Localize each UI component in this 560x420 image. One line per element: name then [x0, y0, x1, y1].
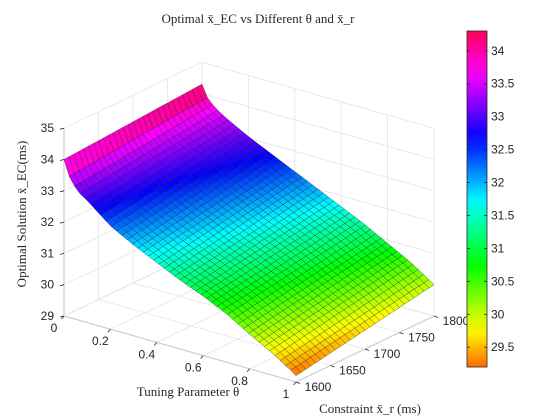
x-axis-ticks: 0 0.2 0.4 0.6 0.8 1 [51, 315, 297, 401]
y-tick-mark [330, 365, 335, 368]
y-tick-label: 1600 [305, 380, 332, 394]
x-tick-label: 1 [283, 387, 290, 401]
x-tick-mark [293, 381, 297, 386]
grid-line [63, 61, 435, 129]
surface-mesh [63, 83, 435, 376]
z-axis-label: Optimal Solution x̄_EC(ms) [14, 141, 29, 288]
x-axis-label: Tuning Parameter θ [137, 384, 240, 399]
y-tick-mark [399, 332, 404, 335]
y-tick-label: 1650 [339, 364, 366, 378]
x-tick-label: 0.8 [231, 374, 248, 388]
x-tick-label: 0.2 [92, 334, 109, 348]
z-tick-label: 34 [41, 153, 55, 167]
colorbar-tick-label: 30.5 [491, 274, 515, 288]
colorbar-tick-label: 32 [491, 176, 505, 190]
z-tick-label: 33 [41, 184, 55, 198]
y-tick-label: 1700 [374, 347, 401, 361]
y-tick-label: 1750 [408, 331, 435, 345]
colorbar-tick-label: 33 [491, 110, 505, 124]
x-tick-label: 0.6 [185, 361, 202, 375]
colorbar-scale [466, 30, 488, 368]
colorbar-tick-label: 31.5 [491, 208, 515, 222]
z-axis-ticks: 29 30 31 32 33 34 35 [41, 121, 65, 323]
z-tick-mark [59, 315, 65, 318]
x-tick-mark [153, 342, 158, 346]
y-tick-mark [433, 315, 439, 318]
colorbar: 29.5 30 30.5 31 31.5 32 32.5 33 33.5 34 [466, 30, 515, 368]
z-tick-mark [59, 159, 65, 161]
z-tick-mark [59, 127, 65, 130]
chart-title-text: Optimal x̄_EC vs Different θ and x̄_r [161, 11, 355, 26]
x-tick-mark [246, 368, 250, 373]
z-tick-mark [59, 253, 65, 255]
z-tick-label: 31 [41, 246, 55, 260]
colorbar-tick-label: 32.5 [491, 143, 515, 157]
z-tick-label: 29 [41, 309, 55, 323]
x-tick-label: 0 [51, 321, 58, 335]
y-axis-label: Constraint x̄_r (ms) [319, 401, 421, 416]
x-tick-label: 0.4 [138, 347, 155, 361]
axis-labels: Tuning Parameter θ Constraint x̄_r (ms) Op… [14, 141, 421, 416]
y-axis-ticks: 1600 1650 1700 1750 1800 [295, 314, 470, 394]
colorbar-tick-label: 30 [491, 307, 505, 321]
x-tick-mark [107, 328, 111, 333]
x-tick-mark [200, 355, 204, 359]
y-tick-label: 1800 [443, 314, 470, 328]
z-tick-label: 35 [41, 121, 55, 135]
colorbar-tick-label: 31 [491, 241, 505, 255]
z-tick-label: 30 [41, 278, 55, 292]
colorbar-tick-label: 33.5 [491, 77, 515, 91]
z-tick-mark [59, 284, 65, 287]
z-tick-label: 32 [41, 215, 55, 229]
z-tick-mark [59, 221, 65, 224]
colorbar-tick-label: 29.5 [491, 340, 515, 354]
chart-title: Optimal x̄_EC vs Different θ and x̄_r [161, 11, 355, 26]
y-tick-mark [295, 381, 301, 384]
surface-patch [290, 366, 302, 376]
z-tick-mark [59, 190, 65, 193]
y-tick-mark [364, 348, 370, 351]
colorbar-tick-label: 34 [491, 44, 505, 58]
